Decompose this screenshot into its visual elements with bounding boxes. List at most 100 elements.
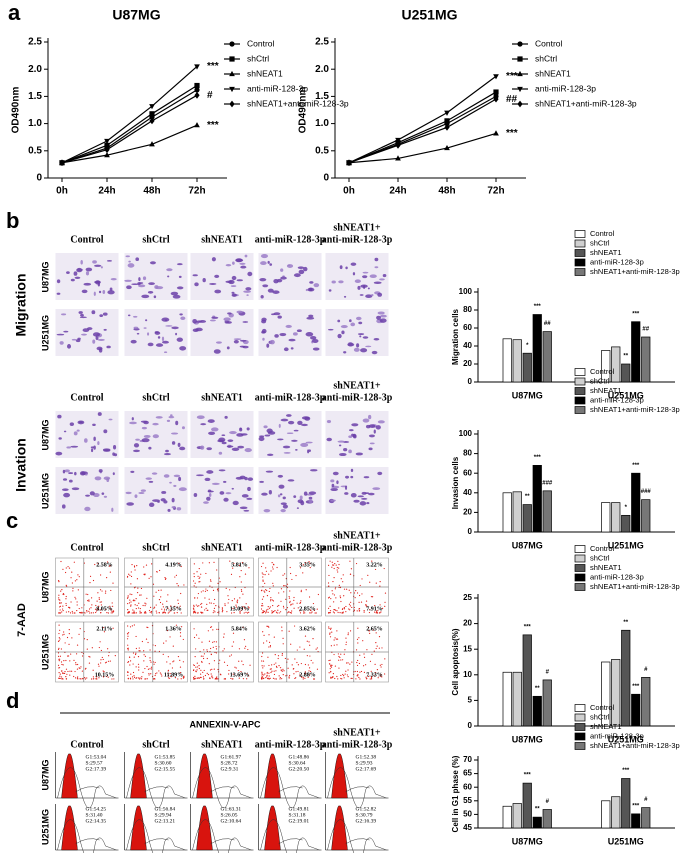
event-dot bbox=[332, 564, 334, 566]
event-dot bbox=[88, 599, 90, 601]
phase-percent: S:30.64 bbox=[289, 760, 306, 766]
cell bbox=[359, 335, 362, 338]
event-dot bbox=[162, 611, 164, 613]
event-dot bbox=[59, 675, 61, 677]
event-dot bbox=[223, 636, 225, 638]
bar bbox=[512, 671, 522, 727]
cell bbox=[148, 446, 152, 450]
cell bbox=[168, 415, 175, 419]
event-dot bbox=[350, 601, 352, 603]
cell bbox=[131, 283, 139, 286]
legend-swatch bbox=[574, 406, 586, 414]
event-dot bbox=[316, 647, 318, 649]
event-dot bbox=[100, 604, 103, 606]
event-dot bbox=[127, 632, 130, 634]
cell bbox=[242, 345, 249, 349]
cell bbox=[305, 332, 314, 337]
event-dot bbox=[133, 624, 135, 626]
event-dot bbox=[354, 670, 356, 673]
bar bbox=[512, 491, 522, 533]
legend-label: anti-miR-128-3p bbox=[590, 257, 644, 266]
event-dot bbox=[194, 675, 196, 677]
event-dot bbox=[363, 611, 365, 613]
cell bbox=[84, 438, 88, 443]
histogram-outline bbox=[192, 767, 252, 809]
event-dot bbox=[278, 675, 280, 677]
bar bbox=[631, 693, 641, 727]
event-dot bbox=[59, 606, 61, 608]
cell bbox=[129, 421, 137, 425]
event-dot bbox=[87, 593, 89, 596]
cell bbox=[340, 325, 348, 329]
cell bbox=[267, 431, 276, 435]
cell bbox=[107, 260, 112, 262]
event-dot bbox=[146, 678, 148, 680]
event-dot bbox=[62, 605, 64, 607]
legend-label: shCtrl bbox=[535, 53, 557, 63]
event-dot bbox=[362, 665, 365, 667]
data-point bbox=[149, 104, 155, 110]
cell bbox=[348, 449, 352, 454]
cell bbox=[277, 494, 281, 498]
event-dot bbox=[345, 643, 347, 646]
data-point bbox=[59, 159, 65, 167]
cell bbox=[277, 315, 282, 319]
event-dot bbox=[280, 588, 283, 590]
cell bbox=[63, 492, 71, 498]
quadrant-percent: 2.85% bbox=[299, 606, 316, 612]
cell bbox=[365, 345, 372, 348]
cell bbox=[271, 313, 276, 316]
event-dot bbox=[71, 582, 74, 584]
phase-percent: G1:49.81 bbox=[289, 806, 310, 812]
bar bbox=[502, 492, 512, 533]
event-dot bbox=[260, 608, 263, 610]
legend-label: shCtrl bbox=[590, 712, 610, 721]
cell bbox=[130, 339, 137, 344]
cell bbox=[347, 342, 355, 347]
cell bbox=[223, 317, 231, 322]
event-dot bbox=[314, 612, 316, 614]
event-dot bbox=[230, 654, 233, 656]
event-dot bbox=[379, 675, 381, 677]
event-dot bbox=[143, 566, 145, 568]
cell bbox=[93, 436, 96, 442]
event-dot bbox=[62, 592, 65, 595]
series-line bbox=[61, 89, 198, 164]
event-dot bbox=[293, 599, 295, 601]
event-dot bbox=[338, 584, 340, 586]
event-dot bbox=[86, 611, 88, 613]
y-tick-label: 40 bbox=[463, 341, 472, 350]
event-dot bbox=[273, 673, 276, 676]
quadrant-percent: 8.05% bbox=[96, 606, 113, 612]
data-point bbox=[346, 159, 352, 167]
cell bbox=[84, 506, 91, 512]
cell bbox=[74, 276, 81, 279]
event-dot bbox=[267, 611, 269, 614]
cell bbox=[108, 418, 113, 421]
cell bbox=[148, 502, 155, 507]
cell bbox=[357, 495, 364, 498]
phase-percent: S:31.18 bbox=[289, 812, 306, 818]
event-dot bbox=[144, 574, 146, 576]
event-dot bbox=[103, 671, 105, 673]
chart-title: U87MG bbox=[112, 7, 160, 23]
event-dot bbox=[88, 610, 90, 613]
event-dot bbox=[197, 612, 199, 614]
event-dot bbox=[262, 642, 265, 644]
bar bbox=[532, 314, 542, 383]
cell bbox=[261, 319, 267, 324]
cell bbox=[246, 294, 249, 297]
cell bbox=[247, 477, 254, 481]
bar bbox=[601, 800, 611, 829]
cell bbox=[196, 415, 205, 420]
event-dot bbox=[310, 659, 312, 662]
event-dot bbox=[363, 671, 366, 673]
micrograph-bg bbox=[55, 309, 119, 356]
event-dot bbox=[357, 642, 359, 644]
event-dot bbox=[380, 674, 382, 676]
event-dot bbox=[143, 612, 146, 614]
event-dot bbox=[130, 673, 132, 675]
legend-label: Control bbox=[590, 367, 615, 376]
event-dot bbox=[210, 580, 212, 582]
bar bbox=[601, 502, 611, 533]
